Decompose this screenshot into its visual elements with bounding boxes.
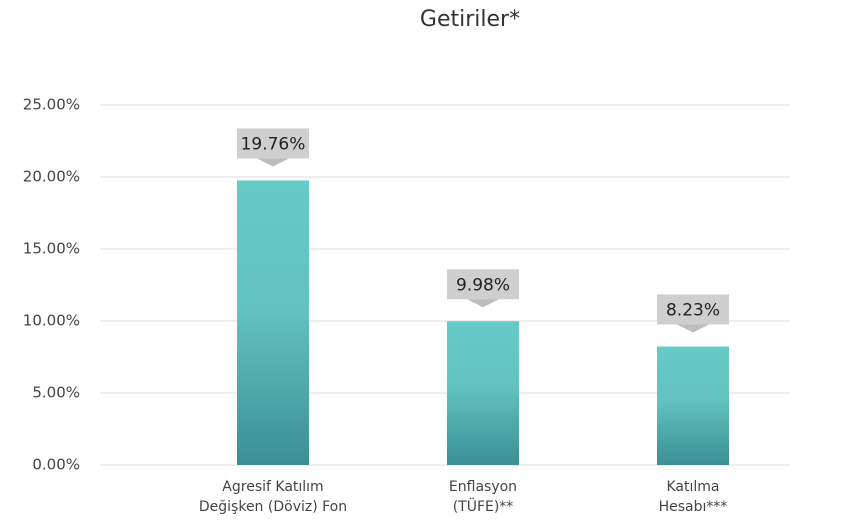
value-label-box <box>237 128 309 159</box>
x-tick-label: Katılma Hesabı*** <box>658 479 728 515</box>
value-label: 19.76% <box>241 134 306 154</box>
chart-title: Getiriler* <box>420 7 520 32</box>
value-label-pointer <box>677 324 709 333</box>
value-label-pointer <box>467 299 499 308</box>
y-tick-label: 5.00% <box>32 384 80 402</box>
y-tick-label: 0.00% <box>32 456 80 474</box>
bar <box>657 346 729 465</box>
value-label-box <box>657 294 729 325</box>
y-tick-label: 15.00% <box>23 240 80 258</box>
x-tick-label: Enflasyon (TÜFE)** <box>448 479 518 515</box>
value-label-pointer <box>257 158 289 167</box>
y-tick-label: 25.00% <box>23 96 80 114</box>
value-label: 9.98% <box>456 275 510 295</box>
bar <box>447 321 519 465</box>
y-tick-label: 10.00% <box>23 312 80 330</box>
x-tick-label: Agresif Katılım Değişken (Döviz) Fon <box>198 479 348 515</box>
value-label-box <box>447 269 519 300</box>
value-label: 8.23% <box>666 300 720 320</box>
bar <box>237 180 309 465</box>
y-tick-label: 20.00% <box>23 168 80 186</box>
